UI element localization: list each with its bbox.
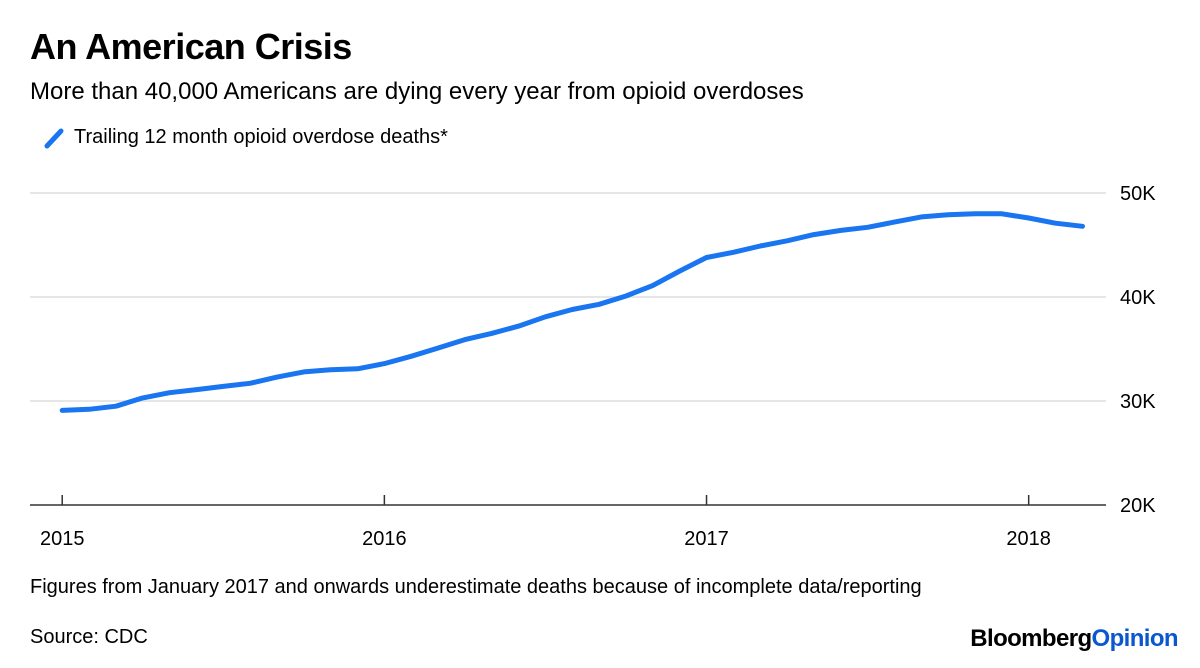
x-tick-label-2016: 2016 [362, 528, 407, 550]
y-tick-label-30K: 30K [1120, 391, 1156, 413]
source-note: Source: CDC [30, 626, 148, 649]
y-tick-label-50K: 50K [1120, 183, 1156, 205]
series-line-opioid-deaths [62, 214, 1082, 411]
bloomberg-opinion-logo: BloombergOpinion [970, 625, 1178, 653]
x-tick-label-2015: 2015 [40, 528, 85, 550]
gridlines [30, 193, 1106, 401]
x-tick-label-2018: 2018 [1006, 528, 1051, 550]
x-axis [30, 495, 1106, 505]
brand-opinion: Opinion [1092, 625, 1178, 652]
brand-main: Bloomberg [970, 625, 1091, 652]
y-tick-labels: 20K 30K 40K 50K [1120, 183, 1156, 517]
line-chart: 2015 2016 2017 2018 20K 30K 40K 50K [0, 0, 1200, 668]
y-tick-label-20K: 20K [1120, 495, 1156, 517]
x-tick-label-2017: 2017 [684, 528, 729, 550]
footnote: Figures from January 2017 and onwards un… [30, 575, 950, 599]
y-tick-label-40K: 40K [1120, 287, 1156, 309]
x-tick-labels: 2015 2016 2017 2018 [40, 528, 1051, 550]
series [62, 214, 1082, 411]
